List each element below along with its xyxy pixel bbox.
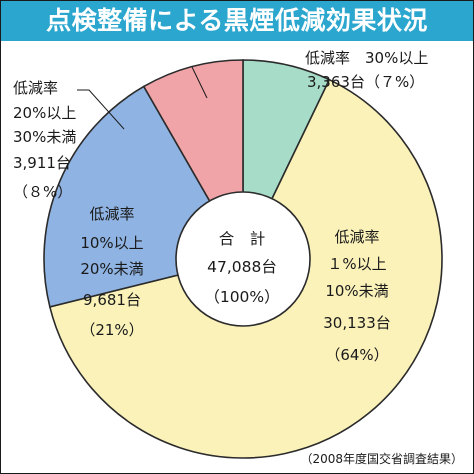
label-percent: （64%）: [325, 346, 388, 364]
label-count: 9,681台: [83, 291, 141, 309]
center-total-label: 合 計: [219, 230, 266, 248]
leader-line-30-plus: [191, 66, 208, 99]
source-note: （2008年度国交省調査結果）: [300, 452, 463, 466]
title-bar: [1, 1, 473, 41]
label-percent: （８%）: [13, 183, 72, 201]
label-30-plus-range: 低減率 30%以上: [305, 49, 428, 67]
label-range-low: 10%以上: [80, 234, 143, 252]
center-total-count: 47,088台: [207, 258, 277, 276]
leader-line-20-30: [77, 89, 125, 130]
label-percent: （21%）: [80, 321, 143, 339]
label-count: 30,133台: [323, 314, 391, 332]
label-rate: 低減率: [13, 79, 58, 97]
label-range-high: 10%未満: [325, 282, 388, 300]
labels-group: 低減率 30%以上 3,363台（７%） 低減率 １%以上 10%未満 30,133台 （6…: [13, 49, 428, 364]
label-range-high: 20%未満: [80, 260, 143, 278]
label-range-low: 20%以上: [13, 104, 76, 122]
center-total-percent: （100%）: [204, 288, 279, 306]
chart-title: 点検整備による黒煙低減効果状況: [46, 6, 428, 35]
donut-hole: [175, 191, 311, 327]
label-count: 3,911台: [13, 154, 71, 172]
label-range-high: 30%未満: [13, 128, 76, 146]
label-range-low: １%以上: [327, 255, 386, 273]
label-rate: 低減率: [89, 205, 134, 223]
label-rate: 低減率: [334, 228, 379, 246]
label-30-plus-count: 3,363台（７%）: [307, 73, 424, 91]
